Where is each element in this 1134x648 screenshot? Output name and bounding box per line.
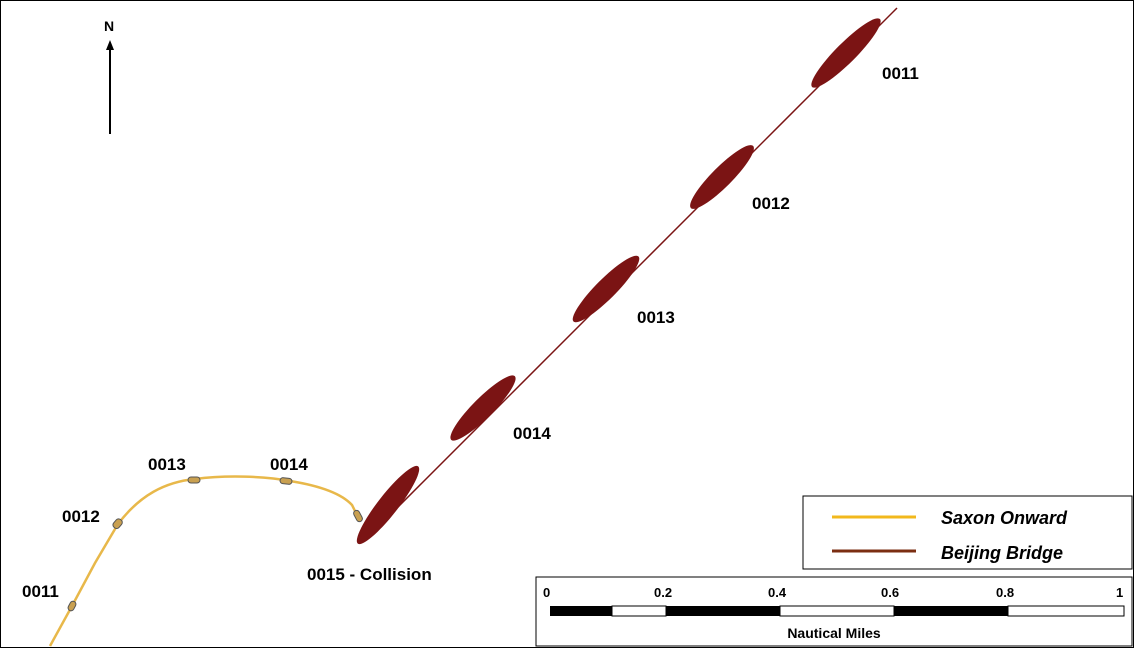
saxon-label-0014: 0014 [270, 455, 308, 474]
saxon-label-0012: 0012 [62, 507, 100, 526]
saxon-onward-track [48, 475, 363, 647]
beijing-label-0014: 0014 [513, 424, 551, 443]
saxon-position-marker-0011 [67, 600, 77, 612]
saxon-position-marker-0012 [112, 518, 123, 530]
saxon-onward-path [48, 475, 362, 647]
scale-segment-2 [611, 605, 667, 617]
legend-box [802, 495, 1133, 570]
beijing-label-0011: 0011 [882, 64, 919, 83]
beijing-position-0015 [356, 465, 420, 545]
scale-segment-4 [779, 605, 895, 617]
beijing-label-0013: 0013 [637, 308, 675, 327]
saxon-position-marker-0015 [353, 509, 363, 523]
beijing-bridge-track [356, 7, 898, 545]
scale-segment-6 [1007, 605, 1125, 617]
north-label: N [104, 18, 114, 34]
scale-segment-3 [666, 606, 780, 616]
legend: Saxon Onward Beijing Bridge [802, 495, 1133, 570]
north-arrow-head [106, 40, 114, 50]
scale-tick-1: 1 [1116, 585, 1123, 600]
saxon-label-0011: 0011 [22, 582, 59, 601]
scale-unit-label: Nautical Miles [787, 625, 881, 641]
saxon-position-marker-0013 [187, 476, 201, 484]
scale-tick-0-8: 0.8 [996, 585, 1014, 600]
scale-tick-0-6: 0.6 [881, 585, 899, 600]
north-arrow: N [104, 18, 114, 134]
saxon-position-marker-0014 [279, 477, 293, 485]
beijing-position-0013 [572, 255, 640, 323]
legend-label-beijing-bridge: Beijing Bridge [941, 543, 1063, 563]
scale-segment-5 [894, 606, 1008, 616]
beijing-position-0012 [690, 145, 754, 209]
saxon-label-0013: 0013 [148, 455, 186, 474]
scale-tick-0-4: 0.4 [768, 585, 787, 600]
collision-label: 0015 - Collision [307, 565, 432, 584]
scale-tick-0: 0 [543, 585, 550, 600]
beijing-label-0012: 0012 [752, 194, 790, 213]
beijing-position-0011 [811, 18, 881, 88]
legend-label-saxon-onward: Saxon Onward [941, 508, 1068, 528]
scale-segment-1 [550, 606, 612, 616]
scale-bar: 0 0.2 0.4 0.6 0.8 1 Nautical Miles [535, 576, 1133, 647]
beijing-position-0014 [450, 375, 516, 441]
scale-tick-0-2: 0.2 [654, 585, 672, 600]
